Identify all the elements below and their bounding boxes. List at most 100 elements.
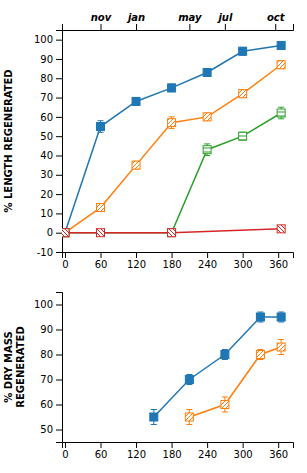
y-tick: 40: [40, 150, 62, 161]
x-tick: 240: [198, 252, 217, 270]
x-axis: 060120180240300360: [62, 252, 293, 270]
error-bar: [278, 340, 284, 355]
y-tick-mark: [56, 305, 62, 306]
x-axis: 060120180240300360: [62, 442, 293, 460]
x2-tick: may: [178, 12, 202, 30]
x-tick-label: 180: [163, 449, 182, 460]
x2-tick: oct: [267, 12, 286, 30]
y-tick-label: 100: [34, 299, 53, 310]
marker: [185, 376, 193, 384]
marker: [277, 61, 285, 69]
x2-tick-mark: [101, 24, 102, 30]
error-bar: [278, 61, 284, 69]
error-bar: [240, 47, 246, 55]
y-tick-mark: [56, 233, 62, 234]
x-tick-mark: [101, 442, 102, 448]
error-bar: [133, 161, 139, 169]
x-tick: 180: [163, 442, 182, 460]
y-tick-label: -10: [37, 247, 53, 258]
x-tick: 120: [127, 442, 146, 460]
error-bar: [240, 132, 246, 140]
x-tick: 360: [269, 442, 288, 460]
error-bar: [186, 410, 192, 425]
marker: [62, 229, 69, 237]
x-tick-mark: [207, 252, 208, 258]
y-tick-mark: [56, 430, 62, 431]
x-axis-line: [63, 443, 294, 449]
y-tick-label: 30: [40, 169, 53, 180]
x-tick-label: 360: [269, 259, 288, 270]
x-tick-mark: [172, 442, 173, 448]
x-tick-label: 300: [234, 449, 253, 460]
x2-tick: nov: [91, 12, 112, 30]
series-line: [154, 317, 281, 417]
marker: [168, 229, 176, 237]
x-tick: 360: [269, 252, 288, 270]
y-tick-label: 50: [40, 424, 53, 435]
y-tick-mark: [56, 194, 62, 195]
marker: [239, 90, 247, 98]
marker: [62, 229, 69, 237]
y-tick-mark: [56, 98, 62, 99]
error-bar: [278, 312, 284, 322]
marker: [221, 351, 229, 359]
marker: [203, 146, 211, 154]
error-bar: [169, 84, 175, 92]
y-tick-label: 70: [40, 374, 53, 385]
x2-tick-label: jan: [126, 12, 145, 23]
y-tick-label: 60: [40, 112, 53, 123]
y-tick: 80: [40, 73, 62, 84]
error-bar: [240, 90, 246, 98]
x-tick: 120: [127, 252, 146, 270]
x2-tick-mark: [189, 24, 190, 30]
y-tick-label: 90: [40, 54, 53, 65]
y-tick: 100: [34, 34, 62, 45]
marker: [277, 41, 285, 49]
x2-tick-mark: [275, 24, 276, 30]
x-tick-mark: [136, 442, 137, 448]
y-tick-label: 70: [40, 92, 53, 103]
error-bar: [186, 375, 192, 385]
y-tick: 50: [40, 131, 62, 142]
y-tick-mark: [56, 117, 62, 118]
x2-tick-label: nov: [91, 12, 112, 23]
marker: [185, 413, 193, 421]
marker: [277, 225, 285, 233]
x-tick-label: 120: [127, 259, 146, 270]
panel: 0601201802403003605060708090100% DRY MAS…: [3, 293, 294, 461]
marker: [62, 229, 69, 237]
y-tick-mark: [56, 59, 62, 60]
y-tick-mark: [56, 155, 62, 156]
y-tick-mark: [56, 78, 62, 79]
marker: [168, 84, 176, 92]
plot-area: [150, 312, 285, 425]
y-tick: 30: [40, 169, 62, 180]
y-tick: 90: [40, 324, 62, 335]
y-tick-label: 50: [40, 131, 53, 142]
x-tick-mark: [243, 442, 244, 448]
x-tick-mark: [172, 252, 173, 258]
error-bar: [204, 113, 210, 121]
y-axis-title: % LENGTH REGENERATED: [3, 69, 14, 212]
y-tick-mark: [56, 213, 62, 214]
marker: [277, 343, 285, 351]
series-line: [65, 45, 281, 232]
marker: [256, 351, 264, 359]
y-tick: 60: [40, 112, 62, 123]
x-tick-mark: [136, 252, 137, 258]
marker: [168, 119, 176, 127]
x2-tick-label: oct: [267, 12, 286, 23]
y-tick-label: 10: [40, 208, 53, 219]
y-tick-label: 90: [40, 324, 53, 335]
y-tick-label: 80: [40, 73, 53, 84]
x-tick-label: 240: [198, 259, 217, 270]
y-tick-mark: [56, 380, 62, 381]
marker: [97, 123, 105, 131]
y-axis-title-line: % DRY MASS: [3, 331, 14, 402]
marker: [203, 68, 211, 76]
error-bar: [151, 410, 157, 425]
chart-svg: 060120180240300360novjanmayjuloct-100102…: [0, 0, 307, 473]
marker: [62, 229, 69, 237]
x-tick: 60: [95, 442, 108, 460]
y-axis-line: [56, 31, 63, 253]
